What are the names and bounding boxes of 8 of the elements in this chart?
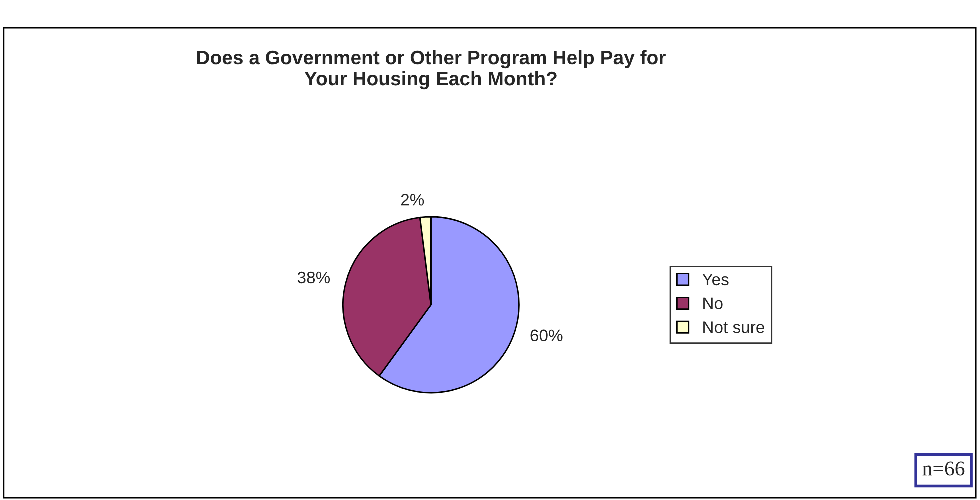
legend-label: Not sure [704,322,764,334]
legend-label: No [704,298,723,310]
data-label: 60% [530,330,563,342]
text: n=66 [922,462,965,476]
chart-title: Does a Government or Other Program Help Pay for Your Housing Each Month? [197,50,666,90]
data-label: 2% [401,194,424,206]
data-label: 38% [298,272,330,284]
legend-label: Yes [702,274,729,286]
